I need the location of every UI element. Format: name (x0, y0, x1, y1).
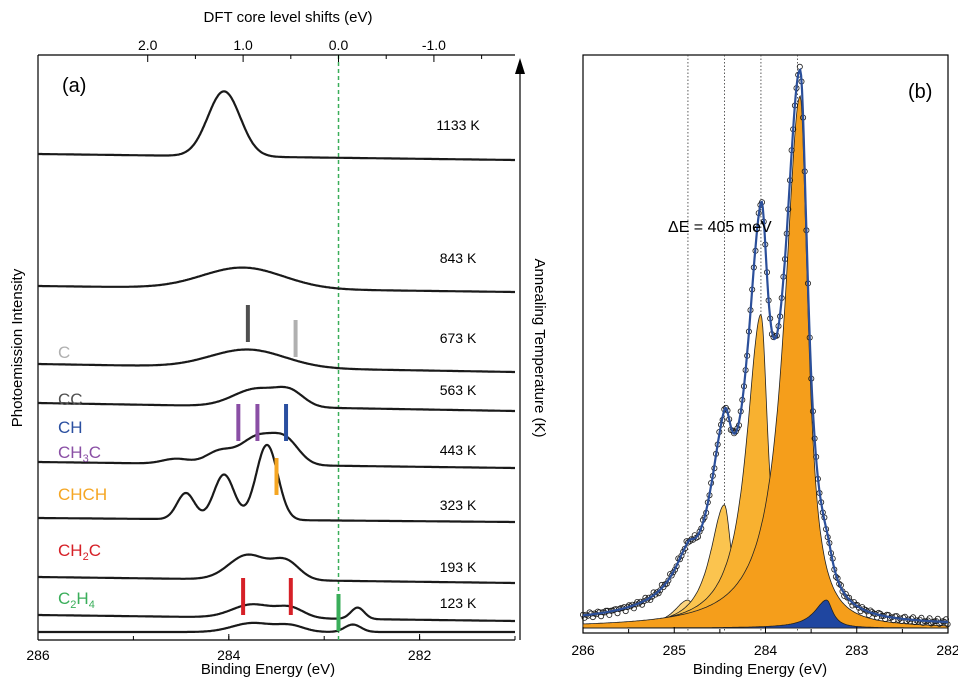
temperature-label: 563 K (440, 382, 477, 398)
right-axis-label: Annealing Temperature (K) (531, 259, 548, 438)
temperature-label: 673 K (440, 330, 477, 346)
bottom-tick-label-b: 283 (845, 642, 869, 658)
data-point (895, 616, 902, 623)
curves-a (38, 90, 515, 634)
data-point (844, 594, 851, 601)
top-tick-label: 2.0 (138, 37, 158, 53)
top-tick-label: 0.0 (329, 37, 349, 53)
spectrum-line (38, 348, 515, 374)
data-point (796, 63, 803, 70)
bottom-tick-label-b: 285 (663, 642, 687, 658)
y-axis-label: Photoemission Intensity (9, 268, 26, 427)
fit-component (582, 95, 949, 629)
fit-envelope-line (582, 67, 948, 624)
spectrum-line (38, 431, 515, 470)
temperature-arrow-head (515, 58, 525, 74)
panel-b: 286 285 284 283 282 (b) ΔE = 405 meV Binding… (571, 54, 958, 678)
species-label: CC (58, 390, 83, 409)
bottom-tick-label-a: 282 (408, 647, 432, 663)
top-tick-label: 1.0 (233, 37, 253, 53)
temperature-label: 443 K (440, 442, 477, 458)
spectrum-line (38, 603, 515, 623)
data-point (657, 587, 664, 594)
bottom-tick-label-b: 282 (936, 642, 958, 658)
panel-a: 2.0 1.0 0.0 -1.0 286 284 282 1133 K 843 K 673 K… (9, 9, 548, 678)
spectrum-line (38, 385, 515, 413)
temperature-label: 1133 K (436, 117, 480, 133)
bottom-tick-label-a: 286 (26, 647, 50, 663)
panel-a-label: (a) (62, 75, 86, 97)
bottom-ticks-a: 286 284 282 (26, 634, 516, 663)
species-label: CH2C (58, 541, 101, 563)
top-axis-label: DFT core level shifts (eV) (204, 9, 373, 26)
dft-markers (236, 305, 341, 631)
delta-e-annotation: ΔE = 405 meV (668, 219, 772, 236)
species-label: C (58, 343, 70, 362)
spectrum-line (38, 90, 515, 162)
spectrum-line (38, 266, 515, 294)
bottom-ticks-b: 286 285 284 283 282 (571, 627, 958, 658)
species-label: CH3C (58, 443, 101, 465)
data-point (847, 598, 854, 605)
spectrum-line (38, 621, 515, 634)
bottom-axis-label-b: Binding Energy (eV) (693, 661, 827, 678)
bottom-tick-label-b: 286 (571, 642, 595, 658)
fit-envelope (582, 67, 948, 624)
temperature-label: 843 K (440, 250, 477, 266)
fit-component (582, 599, 949, 629)
panel-b-label: (b) (908, 81, 932, 103)
spectrum-line (38, 553, 515, 585)
species-label: C2H4 (58, 589, 95, 611)
top-tick-label: -1.0 (422, 37, 446, 53)
temperature-label: 323 K (440, 497, 477, 513)
temperature-label: 123 K (440, 595, 477, 611)
data-point (731, 430, 738, 437)
bottom-tick-label-b: 284 (754, 642, 778, 658)
species-label: CHCH (58, 485, 107, 504)
temperature-label: 193 K (440, 559, 477, 575)
fit-components (582, 95, 949, 629)
temperature-labels: 1133 K 843 K 673 K 563 K 443 K 323 K 193 K 123 … (436, 117, 480, 611)
bottom-tick-label-a: 284 (217, 647, 241, 663)
top-ticks: 2.0 1.0 0.0 -1.0 (138, 37, 483, 62)
species-label: CH (58, 418, 83, 437)
bottom-axis-label-a: Binding Energy (eV) (201, 661, 335, 678)
